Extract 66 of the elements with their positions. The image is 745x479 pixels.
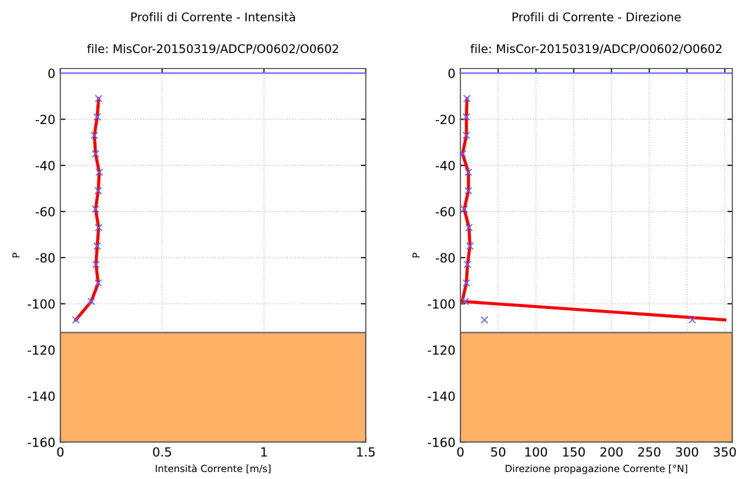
point (90, 132, 98, 140)
point (688, 316, 696, 324)
x-tick-label: 1 (261, 447, 267, 456)
point (466, 242, 474, 250)
x-tick-label: 50 (491, 447, 506, 457)
y-tick-label: 0 (48, 68, 55, 78)
point (94, 224, 102, 232)
y-tick-label: -140 (428, 391, 455, 401)
chart-title: Profili di Corrente - Intensità (131, 12, 295, 22)
point (465, 224, 473, 232)
x-tick-label: 200 (600, 447, 623, 457)
y-tick-label: -60 (436, 206, 455, 216)
y-tick-label: -40 (36, 160, 55, 170)
point (460, 205, 468, 213)
point (92, 205, 100, 213)
point (94, 94, 102, 102)
x-tick-label: 100 (525, 447, 548, 457)
point (462, 113, 470, 121)
y-axis-title: P (412, 252, 420, 258)
point (92, 260, 100, 268)
point (93, 113, 102, 121)
chart-subtitle: file: MisCor-20150319/ADCP/O0602/O0602 (87, 44, 338, 54)
y-tick-label: -40 (436, 160, 455, 170)
x-tick-label: 1.5 (357, 447, 375, 457)
y-tick-label: -60 (36, 206, 55, 216)
y-tick-label: -120 (28, 345, 55, 355)
x-axis-title: Direzione propagazione Corrente [°N] (506, 464, 688, 474)
point (94, 186, 102, 195)
chart-title: Profili di Corrente - Direzione (512, 12, 681, 22)
point (480, 316, 488, 324)
y-tick-label: -120 (428, 345, 455, 355)
point (87, 298, 96, 306)
y-tick-label: -20 (36, 114, 55, 124)
chart-subtitle: file: MisCor-20150319/ADCP/O0602/O0602 (470, 44, 722, 54)
y-tick-label: -20 (436, 114, 455, 124)
y-tick-label: -80 (436, 253, 455, 263)
x-tick-label: 0 (57, 447, 64, 457)
point (464, 260, 472, 268)
x-tick-label: 150 (563, 447, 585, 457)
point (93, 242, 102, 250)
point (95, 168, 104, 176)
y-tick-label: -160 (428, 438, 455, 448)
point (92, 150, 100, 158)
y-axis-title: P (12, 252, 20, 258)
point (463, 94, 471, 102)
x-tick-label: 0 (457, 447, 464, 457)
y-tick-label: -80 (36, 253, 55, 263)
y-tick-label: -100 (428, 299, 455, 309)
point (462, 279, 470, 287)
point (72, 316, 80, 324)
x-tick-label: 0.5 (153, 447, 172, 457)
point (460, 150, 466, 158)
point (464, 168, 472, 176)
point (464, 186, 472, 195)
y-tick-label: -100 (28, 299, 55, 309)
point (461, 298, 470, 306)
y-tick-label: -160 (28, 438, 55, 448)
x-tick-label: 300 (676, 447, 698, 457)
line-series (460, 96, 726, 322)
y-tick-label: -140 (28, 391, 55, 401)
point (462, 132, 470, 140)
x-tick-label: 250 (638, 447, 660, 457)
point (94, 279, 102, 287)
x-axis-title: Intensità Corrente [m/s] (156, 464, 270, 474)
y-tick-label: 0 (448, 68, 455, 78)
x-tick-label: 350 (714, 447, 736, 457)
